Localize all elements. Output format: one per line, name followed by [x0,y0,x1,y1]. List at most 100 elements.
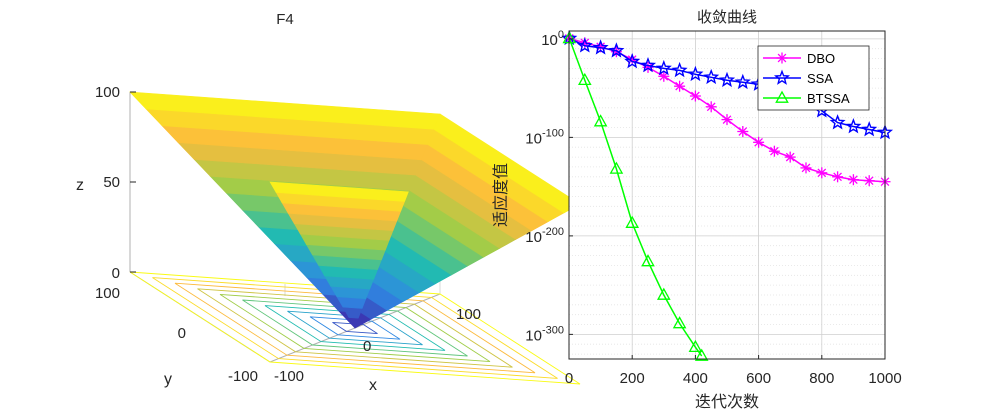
data-point [845,117,862,134]
contour-line [309,316,401,340]
legend-marker [775,90,789,103]
legend-label: SSA [807,71,833,86]
y-tick-label: 10-300 [525,324,564,344]
data-point [753,136,765,148]
data-point [655,59,672,76]
data-point [861,121,878,137]
data-point [863,175,875,187]
convergence-title: 收敛曲线 [697,8,757,26]
data-point [656,287,671,300]
data-point [705,101,717,113]
x-axis-label: 迭代次数 [695,392,759,411]
data-point [721,114,733,126]
y-tick-label: 10-200 [525,226,564,246]
x-tick-label: 1000 [868,370,901,387]
z-axis-label: z [76,177,84,194]
y-tick-exponent: -100 [542,127,564,139]
contour-line [174,282,536,374]
data-point [694,348,709,361]
tick-marks [568,38,886,359]
x-tick-label: 600 [746,370,771,387]
data-point [800,162,812,174]
data-point [829,114,846,130]
data-point [847,174,859,186]
y-tick-base: 10 [541,32,558,49]
legend-marker [776,52,788,64]
data-point [687,65,704,82]
z-tick-label: 100 [95,84,120,101]
data-point [577,72,592,86]
surface-title: F4 [276,11,294,28]
contour-line [287,310,423,346]
data-point [689,90,701,102]
data-point [674,80,686,92]
y-axis-label: y [164,371,172,388]
z-tick-marks [130,91,136,273]
data-point [625,215,640,228]
data-point [816,167,828,179]
data-point [641,254,655,267]
x-tick-label: 0 [363,338,371,355]
contour-line [219,293,491,363]
z-tick-label: 0 [112,265,120,282]
data-point [608,42,625,58]
data-series [561,29,894,361]
data-point [734,73,751,90]
y-tick-exponent: -200 [542,226,564,238]
x-tick-label: 400 [683,370,708,387]
data-point [671,61,688,78]
contour-line [129,271,581,385]
data-point [703,68,720,85]
data-point [832,171,844,183]
contour-lines [129,271,581,385]
data-point [784,151,796,163]
surface-faces [129,91,582,329]
legend-item-ssa: SSA [763,69,833,86]
surface-face-front-right [354,113,581,329]
data-point [592,39,609,55]
data-point [718,71,736,88]
series-line [568,37,886,134]
data-point [609,161,624,174]
y-tick-label: 100 [541,29,564,49]
contour-line [242,299,468,357]
legend-label: DBO [807,51,835,66]
contour-line [264,305,446,351]
y-tick-exponent: -300 [542,324,564,336]
x-tick-label: 800 [809,370,834,387]
y-axis-label: 适应度值 [491,163,510,227]
legend-item-dbo: DBO [763,51,835,66]
contour-line [332,321,378,335]
series-btssa [562,31,709,361]
series-line [568,38,703,357]
y-tick-exponent: 0 [558,29,564,41]
x-tick-label: 100 [456,306,481,323]
x-axis-label: x [369,377,377,394]
legend: DBO SSA BTSSA [757,45,870,111]
convergence-plot: 0 200 400 600 800 1000 10010-10010-20010-300 … [491,8,902,411]
data-point [672,316,687,329]
x-tick-label: 200 [620,370,645,387]
data-point [737,126,749,137]
data-point [639,57,657,73]
plot-frame [568,30,886,360]
grid-lines [569,31,885,359]
y-tick-base: 10 [525,130,542,147]
y-tick-label: 100 [95,285,120,302]
contour-line [197,288,513,368]
data-point [576,37,593,53]
x-tick-label: 0 [565,370,573,387]
y-tick-label: 10-100 [525,127,564,147]
data-point [768,145,780,157]
surface-plot: 100 50 0 100 0 -100 -100 0 100 z y x F4 [76,11,582,394]
legend-item-btssa: BTSSA [763,90,850,106]
z-tick-label: 50 [103,174,120,191]
legend-items: DBO SSA BTSSA [763,51,850,106]
y-tick-label: -100 [228,368,258,385]
contour-line [152,277,558,379]
x-tick-label: -100 [274,368,304,385]
data-point [688,339,703,353]
x-tick-labels: 0 200 400 600 800 1000 [565,370,902,387]
legend-label: BTSSA [807,91,850,106]
